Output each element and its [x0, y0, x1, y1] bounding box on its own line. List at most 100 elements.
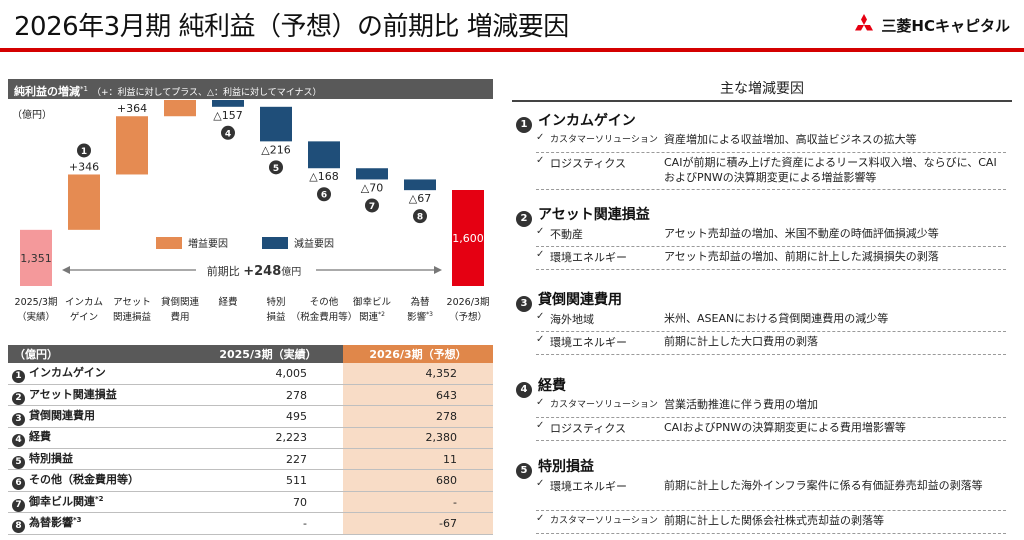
row-label: 経費: [29, 430, 51, 444]
factor-item: ✓ カスタマーソリューション 資産増加による収益増加、高収益ビジネスの拡大等: [536, 132, 1006, 153]
band-title-footnote: *1: [80, 85, 88, 93]
check-icon: ✓: [536, 478, 545, 489]
row-value-2025: 70: [193, 491, 343, 514]
difference-label-bg: [196, 260, 316, 280]
check-icon: ✓: [536, 397, 545, 408]
bar-2: [116, 116, 148, 175]
segment-label: カスタマーソリューション: [550, 400, 658, 410]
factor-description: アセット売却益の増加、前期に計上した減損損失の剥落: [664, 250, 939, 263]
row-value-2026: 278: [343, 405, 493, 428]
table-row: 7 御幸ビル関連*2 70-: [8, 491, 493, 514]
table-unit-header: （億円）: [8, 345, 193, 363]
row-value-2025: 4,005: [193, 363, 343, 385]
marker-circle-4: [221, 125, 235, 140]
band-note: （+：利益に対してプラス、△：利益に対してマイナス）: [91, 88, 322, 98]
row-label-cell: 5 特別損益: [8, 448, 193, 471]
table-col-2026-header: 2026/3期（予想）: [343, 345, 493, 363]
check-icon: ✓: [536, 513, 545, 524]
row-label: 特別損益: [29, 451, 73, 465]
factor-description: 資産増加による収益増加、高収益ビジネスの拡大等: [664, 133, 917, 146]
section-heading: 4 経費: [516, 375, 566, 398]
legend-decrease-swatch: [262, 237, 288, 249]
company-logo: 三菱HCキャピタル: [853, 14, 1010, 36]
category-label-4: 経費: [218, 296, 237, 308]
row-value-2025: 511: [193, 469, 343, 492]
section-heading: 5 特別損益: [516, 456, 594, 479]
row-number-badge: 1: [12, 369, 25, 383]
category-label-2: アセット: [113, 297, 151, 308]
logo-text: 三菱HCキャピタル: [881, 16, 1010, 35]
legend-decrease-label: 減益要因: [294, 237, 334, 250]
row-label-cell: 7 御幸ビル関連*2: [8, 491, 193, 514]
row-label-cell: 6 その他（税金費用等）: [8, 469, 193, 492]
difference-label: 前期比 +248億円: [207, 264, 302, 279]
section-heading: 1 インカムゲイン: [516, 110, 636, 133]
row-label-cell: 1 インカムゲイン: [8, 363, 193, 385]
bar-9: [452, 190, 484, 286]
row-label-cell: 2 アセット関連損益: [8, 384, 193, 407]
row-number-badge: 6: [12, 477, 25, 491]
marker-number-1: 1: [81, 147, 87, 157]
category-sublabel-7: 関連*2: [359, 311, 385, 323]
row-value-2025: 495: [193, 405, 343, 428]
legend-increase-label: 増益要因: [188, 237, 228, 250]
row-value-2025: 227: [193, 448, 343, 471]
category-sublabel-9: （予想）: [449, 311, 487, 323]
row-label-cell: 3 貸倒関連費用: [8, 405, 193, 428]
section-heading: 2 アセット関連損益: [516, 204, 650, 227]
bar-6: [308, 141, 340, 169]
factor-description: アセット売却益の増加、米国不動産の時価評価損減少等: [664, 227, 939, 240]
table-row: 6 その他（税金費用等） 511 680: [8, 469, 493, 492]
row-label-cell: 8 為替影響*3: [8, 512, 193, 535]
section-number-badge: 1: [516, 117, 532, 133]
segment-label: ロジスティクス: [550, 157, 627, 170]
factor-description: 前期に計上した海外インフラ案件に係る有価証券売却益の剥落等: [664, 479, 983, 492]
segment-label: 環境エネルギー: [550, 480, 627, 493]
bar-value-label-2: +364: [117, 102, 147, 115]
bar-value-label-9: 1,600: [452, 232, 484, 245]
marker-number-8: 8: [417, 213, 423, 223]
section-title: 経費: [538, 378, 566, 394]
row-number-badge: 2: [12, 391, 25, 405]
row-value-2026: -67: [343, 512, 493, 535]
table-header-row: （億円） 2025/3期（実績） 2026/3期（予想）: [8, 345, 493, 363]
row-footnote: *2: [95, 494, 104, 503]
factor-description: CAIおよびPNWの決算期変更による費用増影響等: [664, 421, 906, 434]
bar-5: [260, 106, 292, 142]
marker-circle-1: [77, 143, 91, 158]
segment-label: 不動産: [550, 228, 583, 241]
segment-label: 海外地域: [550, 313, 594, 326]
category-label-7: 御幸ビル: [353, 296, 392, 308]
bar-0: [20, 229, 52, 286]
check-icon: ✓: [536, 334, 545, 345]
row-value-2026: -: [343, 491, 493, 514]
row-number-badge: 7: [12, 498, 25, 512]
category-sublabel-2: 関連損益: [113, 311, 152, 323]
row-label: インカムゲイン: [29, 365, 106, 379]
bar-value-label-1: +346: [69, 160, 99, 173]
category-label-6: その他: [310, 296, 339, 308]
difference-value: +248: [243, 264, 281, 279]
factor-description: 前期に計上した関係会社株式売却益の剥落等: [664, 514, 884, 527]
row-number-badge: 4: [12, 434, 25, 448]
section-number-badge: 3: [516, 296, 532, 312]
comparison-table: （億円） 2025/3期（実績） 2026/3期（予想） 1 インカムゲイン 4,0…: [8, 345, 493, 535]
category-footnote-7: *2: [378, 311, 385, 318]
marker-number-4: 4: [225, 129, 231, 139]
segment-label: 環境エネルギー: [550, 336, 627, 349]
legend-increase-swatch: [156, 237, 182, 249]
bar-1: [68, 174, 100, 230]
bar-value-label-7: △70: [361, 181, 383, 194]
section-title: アセット関連損益: [538, 207, 650, 223]
right-panel-rule: [512, 100, 1012, 102]
factor-item: ✓ カスタマーソリューション 営業活動推進に伴う費用の増加: [536, 397, 1006, 418]
row-label: 貸倒関連費用: [29, 408, 95, 422]
marker-circle-8: [413, 209, 427, 224]
row-value-2026: 643: [343, 384, 493, 407]
check-icon: ✓: [536, 155, 545, 166]
marker-circle-7: [365, 198, 379, 213]
section-number-badge: 4: [516, 382, 532, 398]
table-row: 8 為替影響*3 - -67: [8, 512, 493, 535]
factor-item: ✓ 海外地域 米州、ASEANにおける貸倒関連費用の減少等: [536, 311, 1006, 332]
header: 2026年3月期 純利益（予想）の前期比 増減要因 三菱HCキャピタル: [0, 0, 1024, 52]
